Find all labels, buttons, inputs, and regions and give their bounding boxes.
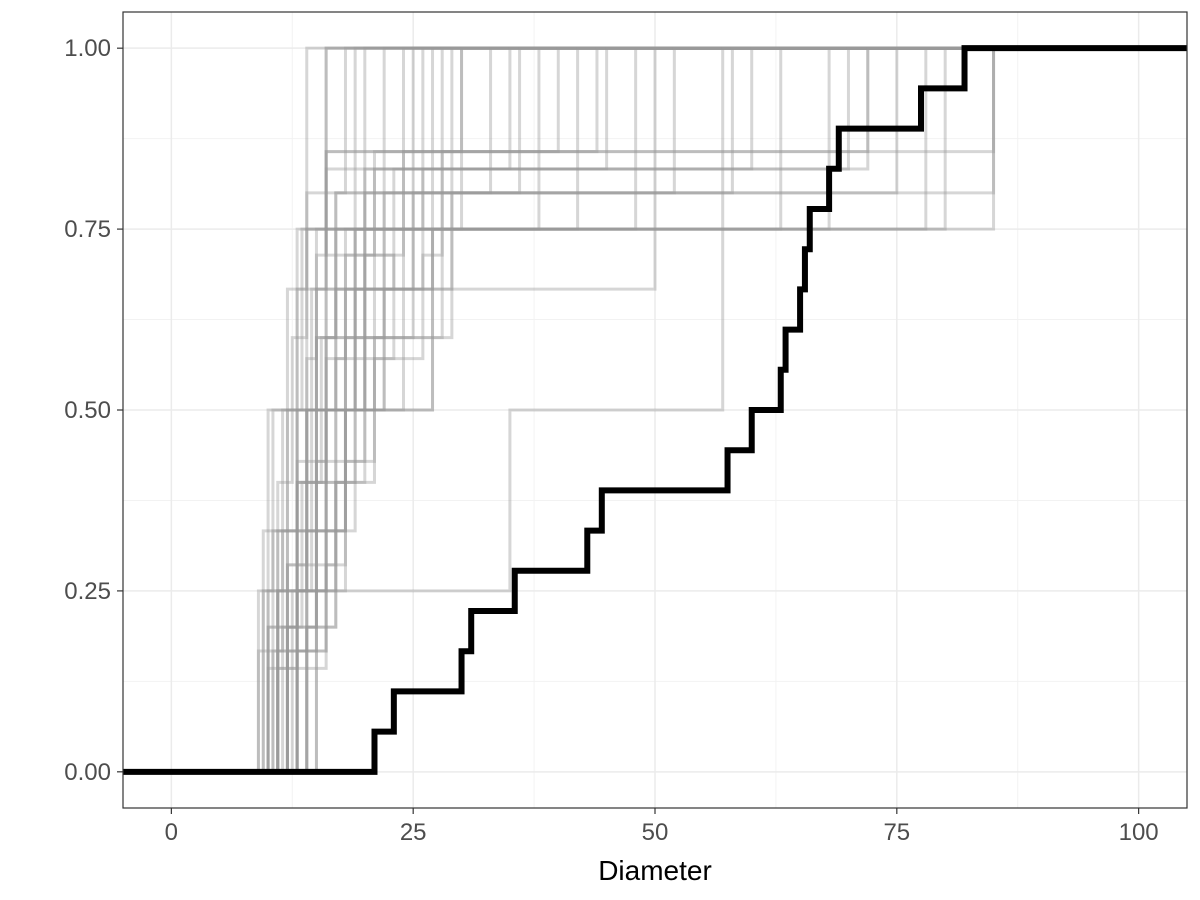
background-ecdf-line-6 <box>123 46 1187 774</box>
background-ecdf-line-31 <box>123 46 1187 774</box>
x-tick-label: 0 <box>165 819 178 846</box>
x-tick-label: 100 <box>1119 819 1159 846</box>
highlight-series-group <box>123 45 1187 775</box>
background-ecdf-line-36 <box>123 46 1187 774</box>
background-ecdf-line-29 <box>123 46 1187 774</box>
background-ecdf-line-12 <box>123 46 1187 774</box>
x-tick-label: 75 <box>883 819 910 846</box>
highlight-ecdf-line <box>123 45 1187 775</box>
background-ecdf-line-7 <box>123 46 1187 774</box>
background-ecdf-line-39 <box>123 46 1187 774</box>
background-ecdf-line-11 <box>123 46 1187 774</box>
grid-lines <box>123 12 1187 808</box>
background-ecdf-line-20 <box>123 46 1187 774</box>
background-ecdf-line-21 <box>123 46 1187 774</box>
x-axis-title: Diameter <box>598 855 712 886</box>
background-ecdf-line-40 <box>123 46 1187 774</box>
background-ecdf-line-10 <box>123 46 1187 774</box>
background-ecdf-line-18 <box>123 46 1187 774</box>
background-ecdf-line-1 <box>123 46 1187 774</box>
background-ecdf-line-16 <box>123 46 1187 774</box>
background-ecdf-line-17 <box>123 46 1187 774</box>
background-ecdf-line-5 <box>123 46 1187 774</box>
background-ecdf-line-37 <box>123 46 1187 774</box>
background-ecdf-line-9 <box>123 46 1187 774</box>
background-ecdf-line-4 <box>123 46 1187 774</box>
x-axis: 0 25 50 75 100 <box>165 808 1159 846</box>
background-ecdf-line-19 <box>123 46 1187 774</box>
background-ecdf-line-25 <box>123 46 1187 774</box>
background-ecdf-line-33 <box>123 46 1187 774</box>
background-series-group <box>123 46 1187 774</box>
x-tick-label: 50 <box>642 819 669 846</box>
background-ecdf-line-15 <box>123 46 1187 774</box>
background-ecdf-line-24 <box>123 46 1187 774</box>
background-ecdf-line-34 <box>123 46 1187 774</box>
background-ecdf-line-30 <box>123 46 1187 774</box>
background-ecdf-line-23 <box>123 46 1187 774</box>
background-ecdf-line-27 <box>123 46 1187 774</box>
y-tick-label: 0.25 <box>64 578 111 605</box>
y-tick-label: 0.00 <box>64 759 111 786</box>
background-ecdf-line-3 <box>123 46 1187 774</box>
background-ecdf-line-32 <box>123 46 1187 774</box>
background-ecdf-line-14 <box>123 46 1187 774</box>
background-ecdf-line-28 <box>123 46 1187 774</box>
background-ecdf-line-35 <box>123 46 1187 774</box>
background-ecdf-line-8 <box>123 46 1187 774</box>
background-ecdf-line-2 <box>123 46 1187 774</box>
y-tick-label: 0.75 <box>64 216 111 243</box>
background-ecdf-line-38 <box>123 46 1187 774</box>
background-ecdf-line-22 <box>123 46 1187 774</box>
background-ecdf-line-13 <box>123 46 1187 774</box>
x-tick-label: 25 <box>400 819 427 846</box>
y-tick-label: 1.00 <box>64 35 111 62</box>
background-ecdf-line-26 <box>123 46 1187 774</box>
y-tick-label: 0.50 <box>64 397 111 424</box>
y-axis: 0.00 0.25 0.50 0.75 1.00 <box>64 35 123 786</box>
